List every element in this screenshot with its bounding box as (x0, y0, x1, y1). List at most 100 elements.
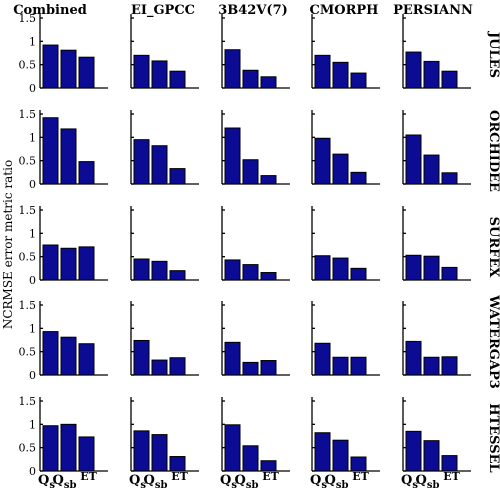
bar-Q_s (405, 134, 422, 185)
x-tick-label: Qsb (144, 473, 168, 491)
y-tick-label: 0.5 (19, 251, 37, 264)
bar-Q_s (405, 430, 422, 472)
bar-ET (260, 460, 277, 472)
x-tick-superscript: ET (352, 470, 369, 483)
y-tick-label: 1.5 (19, 12, 37, 25)
x-tick-base: Q (53, 473, 64, 488)
y-axis-label: NCRMSE error metric ratio (1, 160, 15, 329)
bar-Q_sb (332, 257, 349, 281)
y-tick-label: 1.5 (19, 204, 37, 217)
bar-Q_s (224, 259, 241, 281)
bar-ET (169, 270, 186, 281)
column-title-3: CMORPH (310, 3, 379, 18)
y-tick-label: 0 (29, 178, 36, 191)
y-tick-label: 1 (29, 322, 36, 335)
y-tick-label: 0.5 (19, 442, 37, 455)
bar-Q_sb (60, 49, 77, 89)
bar-Q_sb (60, 247, 77, 281)
bar-Q_s (133, 139, 150, 185)
bar-Q_sb (60, 336, 77, 376)
bar-Q_s (314, 137, 331, 185)
row-title-1: ORCHIDEE (486, 110, 500, 192)
x-tick-label: Qs (401, 473, 418, 491)
y-tick-label: 0 (29, 465, 36, 478)
bar-Q_sb (423, 440, 440, 472)
row-title-2: SURFEX (486, 217, 500, 279)
x-tick-label: Qsb (235, 473, 259, 491)
bar-Q_s (42, 117, 59, 185)
x-tick-base: Q (416, 473, 427, 488)
bar-Q_sb (242, 264, 259, 281)
x-tick-base: Q (401, 473, 412, 488)
bar-Q_s (405, 51, 422, 89)
x-tick-label: Qs (220, 473, 237, 491)
bar-Q_s (224, 341, 241, 376)
x-tick-base: Q (129, 473, 140, 488)
bar-ET (78, 436, 95, 472)
x-tick-superscript: ET (443, 470, 460, 483)
x-tick-base: Q (325, 473, 336, 488)
bar-ET (78, 246, 95, 281)
bar-Q_s (224, 49, 241, 89)
x-tick-base: Q (220, 473, 231, 488)
x-tick-label: Qs (129, 473, 146, 491)
x-tick-superscript: ET (262, 470, 279, 483)
x-tick-base: Q (144, 473, 155, 488)
bar-Q_sb (332, 153, 349, 185)
bar-ET (441, 172, 458, 185)
bar-Q_sb (151, 434, 168, 472)
x-tick-subscript: s (231, 480, 237, 491)
y-tick-label: 0 (29, 369, 36, 382)
y-tick-label: 0.5 (19, 59, 37, 72)
bar-Q_s (42, 331, 59, 376)
bar-ET (441, 70, 458, 89)
bar-Q_s (133, 258, 150, 281)
bar-ET (260, 76, 277, 89)
column-title-4: PERSIANN (393, 3, 473, 18)
bar-ET (78, 343, 95, 376)
x-tick-label: ET (262, 470, 279, 483)
bar-Q_s (224, 127, 241, 185)
bar-Q_sb (242, 159, 259, 185)
bar-Q_sb (242, 361, 259, 376)
x-tick-label: ET (80, 470, 97, 483)
y-tick-label: 1.5 (19, 395, 37, 408)
bar-Q_s (42, 425, 59, 472)
bar-Q_sb (332, 439, 349, 472)
x-tick-base: Q (38, 473, 49, 488)
x-tick-subscript: sb (427, 480, 440, 491)
bar-Q_s (314, 255, 331, 281)
bar-Q_sb (60, 128, 77, 185)
bar-Q_sb (151, 60, 168, 89)
row-title-4: HTESSEL (486, 403, 500, 472)
bar-ET (350, 267, 367, 281)
row-title-3: WATERGAP3 (486, 294, 500, 389)
y-tick-label: 1 (29, 131, 36, 144)
bar-Q_s (405, 254, 422, 281)
x-tick-label: Qsb (416, 473, 440, 491)
column-title-1: EI_GPCC (131, 3, 195, 18)
bar-ET (169, 70, 186, 89)
x-tick-subscript: s (321, 480, 327, 491)
bar-Q_s (133, 430, 150, 472)
column-title-2: 3B42V(7) (218, 3, 288, 18)
bar-Q_sb (242, 445, 259, 472)
bar-Q_s (133, 54, 150, 89)
x-tick-label: Qsb (325, 473, 349, 491)
bar-Q_s (224, 424, 241, 472)
bar-Q_sb (423, 60, 440, 89)
bar-ET (169, 456, 186, 472)
x-tick-subscript: sb (246, 480, 259, 491)
bar-Q_s (42, 44, 59, 89)
x-tick-subscript: sb (336, 480, 349, 491)
x-tick-subscript: sb (155, 480, 168, 491)
bar-ET (441, 455, 458, 472)
bar-Q_sb (423, 154, 440, 185)
bar-ET (169, 168, 186, 185)
row-title-0: JULES (486, 31, 500, 78)
bar-Q_sb (151, 145, 168, 185)
y-tick-label: 0.5 (19, 346, 37, 359)
y-tick-label: 1 (29, 35, 36, 48)
bar-ET (350, 171, 367, 185)
x-tick-subscript: sb (64, 480, 77, 491)
